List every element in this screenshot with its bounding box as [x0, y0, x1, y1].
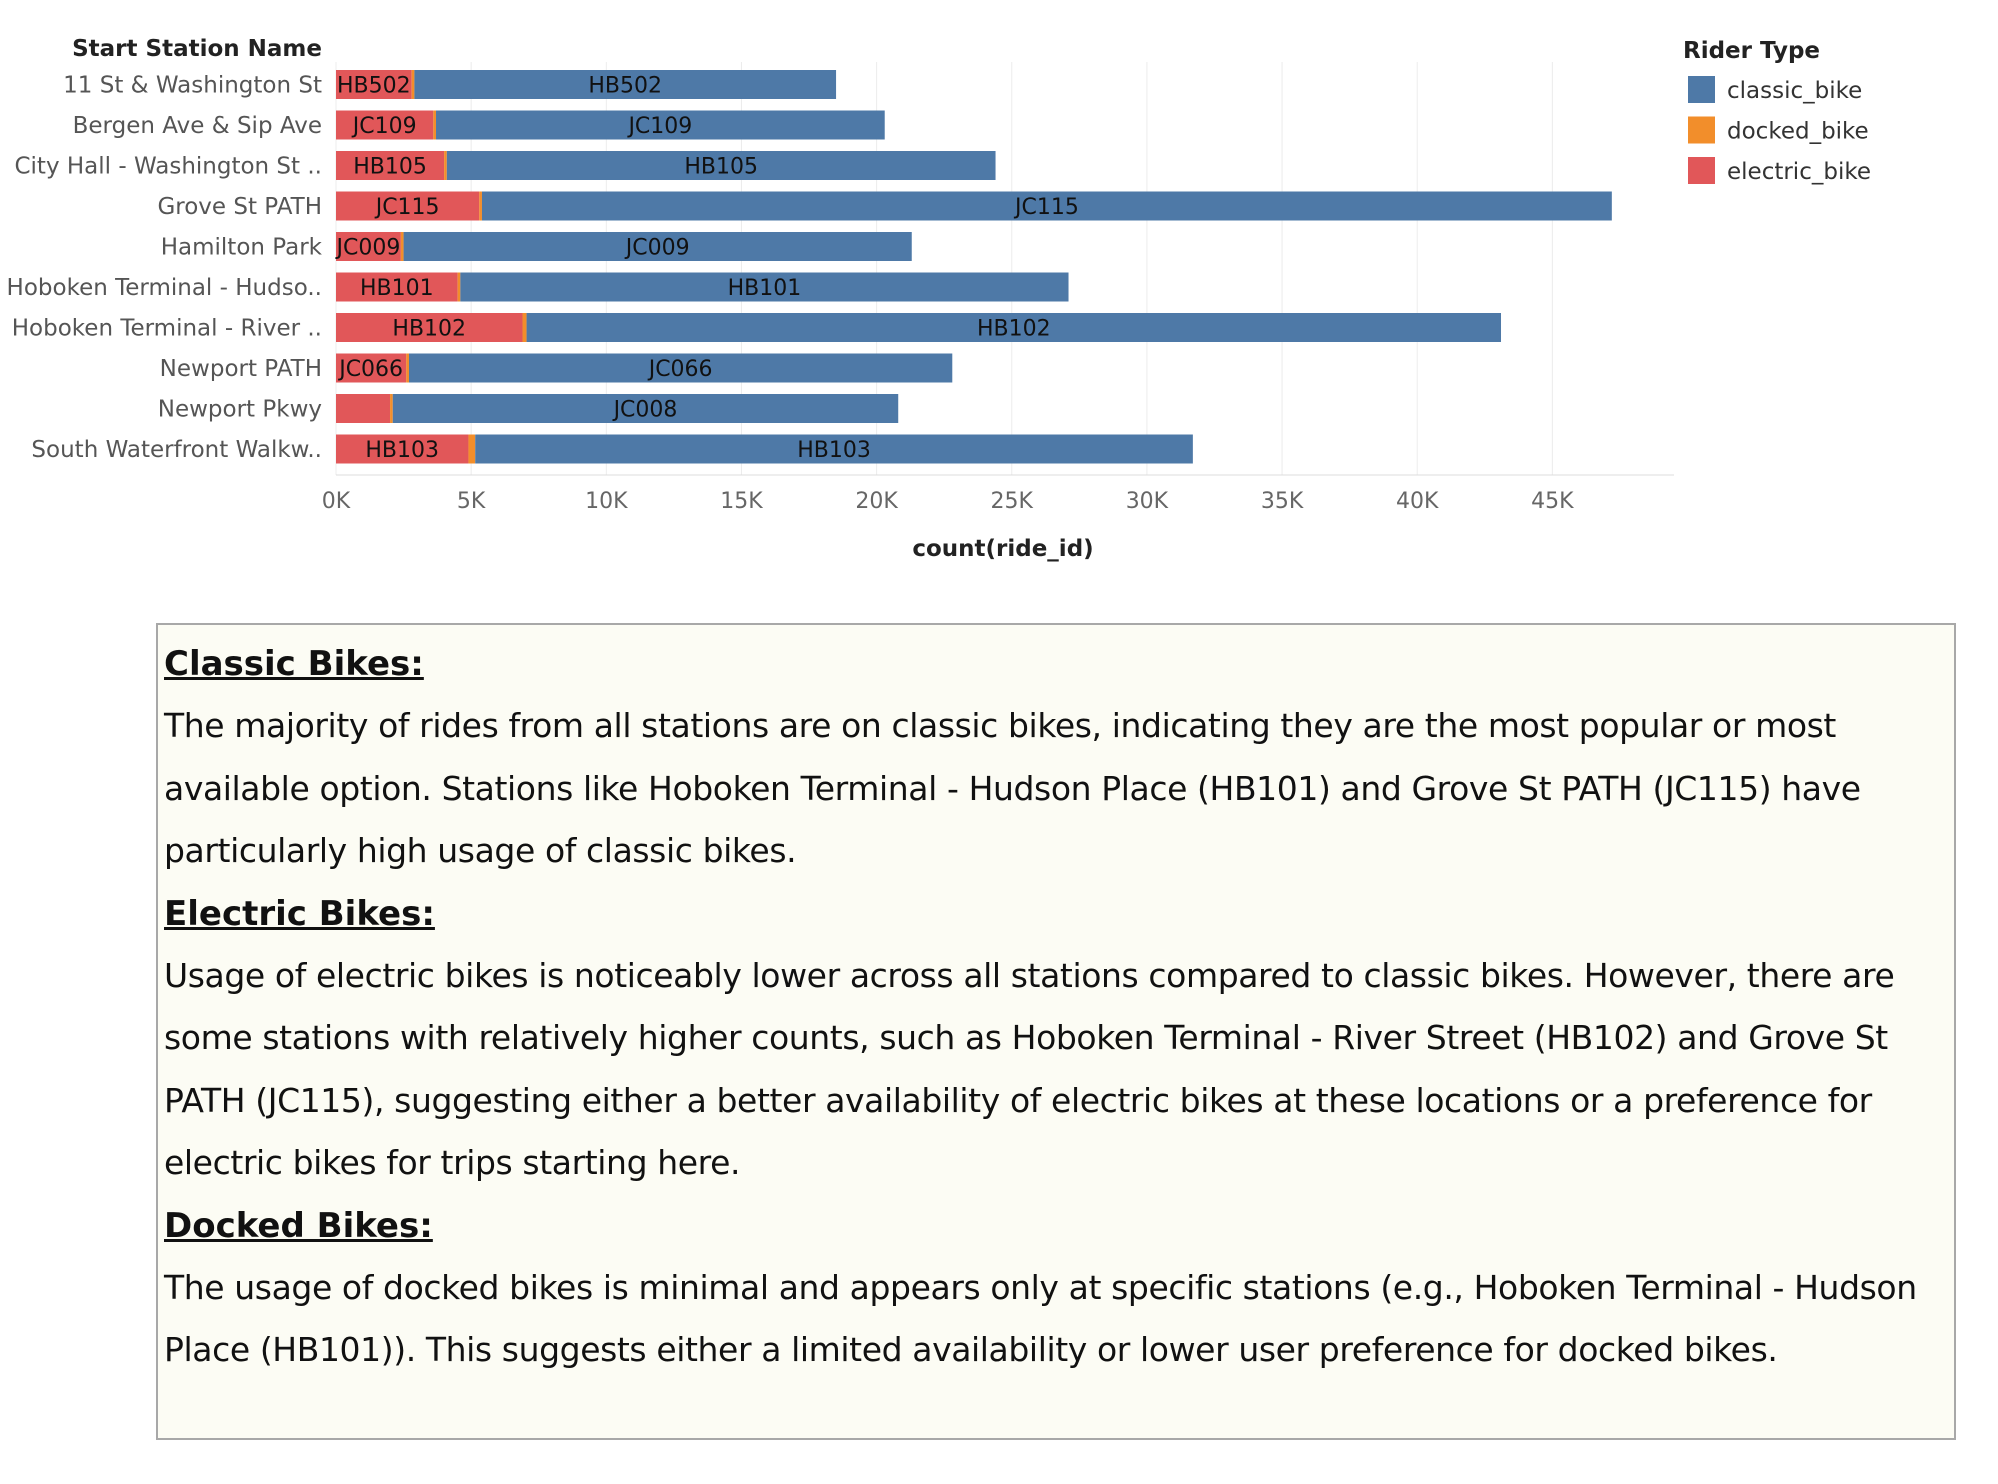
bar-segment-classic-bike — [392, 394, 899, 423]
legend-label: classic_bike — [1727, 78, 1862, 104]
legend-swatch-docked-bike — [1688, 116, 1715, 144]
analysis-notes: Classic Bikes: The majority of rides fro… — [156, 623, 1956, 1440]
station-label: 11 St & Washington St — [63, 73, 322, 99]
legend-title: Rider Type — [1683, 38, 1820, 64]
station-label: Bergen Ave & Sip Ave — [73, 113, 322, 139]
classic-heading: Classic Bikes: — [164, 644, 424, 684]
station-label: Hoboken Terminal - River .. — [12, 316, 322, 342]
stacked-bar-chart: HB502 HB502 JC109 JC109 HB105 HB105 JC115 JC115… — [7, 36, 1871, 562]
electric-body: Usage of electric bikes is noticeably lo… — [164, 955, 1895, 1183]
bar-data-label: HB105 — [684, 155, 758, 180]
bar-data-label: JC066 — [647, 357, 713, 382]
station-label: Newport Pkwy — [158, 397, 322, 423]
bar-data-label: HB102 — [392, 317, 466, 342]
bar-segment-electric-bike — [336, 70, 412, 99]
bar-segment-docked-bike — [444, 151, 447, 180]
x-axis-ticks: 0K 5K 10K 15K 20K 25K 30K 35K 40K 45K — [322, 489, 1574, 514]
bar-data-label: HB101 — [728, 276, 802, 301]
bar-data-label: HB102 — [977, 317, 1051, 342]
bar-segment-electric-bike — [336, 232, 401, 261]
station-label: Hamilton Park — [161, 235, 323, 261]
bar-data-label: JC109 — [351, 114, 417, 139]
legend-swatch-classic-bike — [1688, 76, 1715, 103]
x-tick-label: 20K — [855, 489, 898, 514]
station-labels: 11 St & Washington St Bergen Ave & Sip Av… — [7, 73, 323, 464]
bar-segment-electric-bike — [336, 394, 391, 423]
bar-segment-docked-bike — [457, 272, 461, 302]
station-label: South Waterfront Walkw.. — [31, 437, 322, 463]
docked-body: The usage of docked bikes is minimal and… — [164, 1267, 1917, 1370]
legend: Rider Type classic_bike docked_bikeelectr… — [1683, 38, 1871, 185]
bar-data-label: HB103 — [797, 438, 871, 463]
classic-body: The majority of rides from all stations … — [164, 706, 1861, 870]
station-label: City Hall - Washington St .. — [14, 154, 322, 180]
bar-segment-classic-bike — [526, 313, 1502, 342]
bar-segment-electric-bike — [336, 191, 480, 221]
x-axis-title: count(ride_id) — [912, 536, 1093, 562]
x-tick-label: 5K — [457, 489, 486, 514]
bar-segment-electric-bike — [336, 434, 469, 464]
bar-data-label: JC115 — [374, 195, 440, 220]
bar-data-label: JC009 — [335, 236, 401, 261]
bar-segment-classic-bike — [408, 353, 953, 383]
x-tick-label: 10K — [585, 489, 628, 514]
bar-segment-electric-bike — [336, 110, 434, 140]
bar-data-label: JC009 — [624, 236, 690, 261]
bar-segment-docked-bike — [522, 313, 527, 342]
bar-segment-docked-bike — [411, 70, 415, 99]
bar-segment-classic-bike — [414, 70, 837, 99]
bar-segment-classic-bike — [403, 232, 912, 261]
bar-segment-docked-bike — [390, 394, 393, 423]
bar-segment-docked-bike — [400, 232, 404, 261]
legend-label: docked_bike — [1727, 119, 1869, 145]
bar-segment-docked-bike — [406, 353, 409, 383]
x-tick-label: 45K — [1531, 489, 1574, 514]
bar-segment-classic-bike — [475, 434, 1193, 464]
bar-data-label: JC109 — [626, 114, 692, 139]
bar-segment-classic-bike — [446, 151, 996, 180]
bar-segment-docked-bike — [468, 434, 476, 464]
x-tick-label: 15K — [720, 489, 763, 514]
bar-data-label: HB101 — [360, 276, 434, 301]
docked-heading: Docked Bikes: — [164, 1205, 433, 1246]
bar-segment-electric-bike — [336, 313, 523, 342]
x-tick-label: 0K — [322, 489, 351, 514]
bar-segment-classic-bike — [436, 110, 885, 140]
bar-segment-electric-bike — [336, 151, 445, 180]
bar-data-label: JC115 — [1013, 195, 1079, 220]
bar-data-label: JC066 — [337, 357, 403, 382]
bar-data-label: HB103 — [365, 438, 439, 463]
station-label: Hoboken Terminal - Hudso.. — [7, 275, 322, 301]
station-label: Newport PATH — [160, 356, 322, 382]
bar-segment-classic-bike — [481, 191, 1612, 221]
bar-segment-electric-bike — [336, 353, 407, 383]
bar-data-label: HB502 — [337, 74, 411, 99]
x-tick-label: 25K — [991, 489, 1034, 514]
bars: HB502 HB502 JC109 JC109 HB105 HB105 JC115 JC115… — [335, 70, 1612, 464]
legend-label: electric_bike — [1727, 159, 1871, 185]
bar-data-label: HB502 — [588, 74, 662, 99]
y-axis-title: Start Station Name — [72, 36, 322, 62]
bar-segment-classic-bike — [460, 272, 1069, 302]
bar-segment-docked-bike — [433, 110, 437, 140]
electric-heading: Electric Bikes: — [164, 893, 435, 934]
x-tick-label: 35K — [1261, 489, 1304, 514]
bar-data-label: HB105 — [353, 155, 427, 180]
bar-data-label: JC008 — [612, 398, 678, 423]
legend-swatch-electric-bike — [1688, 157, 1715, 184]
station-label: Grove St PATH — [157, 194, 322, 220]
bar-segment-electric-bike — [336, 272, 458, 302]
bar-segment-docked-bike — [479, 191, 482, 221]
x-tick-label: 30K — [1126, 489, 1169, 514]
x-tick-label: 40K — [1396, 489, 1439, 514]
